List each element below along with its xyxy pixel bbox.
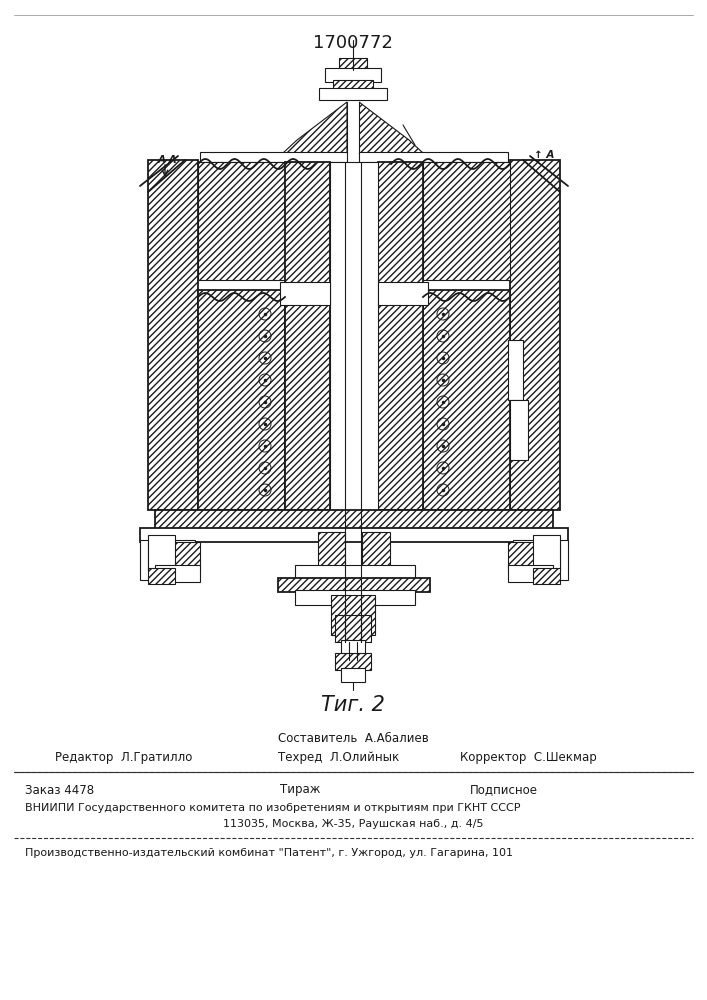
Bar bbox=[331, 595, 375, 635]
Bar bbox=[510, 160, 560, 510]
Text: Заказ 4478: Заказ 4478 bbox=[25, 784, 94, 796]
Bar bbox=[200, 152, 347, 162]
Text: Τиг. 2: Τиг. 2 bbox=[321, 695, 385, 715]
Bar bbox=[140, 528, 568, 542]
Bar bbox=[341, 668, 365, 682]
Text: Составитель  А.Абалиев: Составитель А.Абалиев bbox=[278, 732, 428, 744]
Polygon shape bbox=[283, 102, 347, 153]
Bar bbox=[148, 535, 175, 570]
Bar bbox=[339, 58, 367, 70]
Text: Корректор  С.Шекмар: Корректор С.Шекмар bbox=[460, 750, 597, 764]
Bar bbox=[510, 400, 528, 460]
Text: Подписное: Подписное bbox=[470, 784, 538, 796]
Bar bbox=[148, 568, 175, 584]
Bar bbox=[508, 340, 523, 400]
Text: Техред  Л.Олийнык: Техред Л.Олийнык bbox=[278, 750, 399, 764]
Bar bbox=[155, 565, 200, 582]
Polygon shape bbox=[359, 102, 423, 153]
Bar bbox=[513, 540, 568, 580]
Bar bbox=[378, 282, 428, 305]
Bar bbox=[508, 542, 560, 570]
Text: 113035, Москва, Ж-35, Раушская наб., д. 4/5: 113035, Москва, Ж-35, Раушская наб., д. … bbox=[223, 819, 484, 829]
Bar bbox=[325, 68, 381, 82]
Bar bbox=[335, 653, 371, 670]
Bar bbox=[533, 568, 560, 584]
Bar bbox=[341, 640, 365, 655]
Text: 1700772: 1700772 bbox=[313, 34, 393, 52]
Text: Тираж: Тираж bbox=[280, 784, 320, 796]
Bar bbox=[335, 615, 371, 642]
Bar bbox=[319, 88, 387, 100]
Bar bbox=[280, 282, 330, 305]
Bar bbox=[155, 510, 553, 532]
Bar bbox=[330, 162, 378, 570]
Bar bbox=[140, 540, 195, 580]
Bar bbox=[285, 162, 330, 510]
Bar bbox=[148, 160, 198, 510]
Bar bbox=[533, 535, 560, 570]
Bar bbox=[423, 162, 510, 280]
Bar bbox=[318, 532, 345, 568]
Text: А А: А А bbox=[158, 155, 177, 165]
Text: ↑ А: ↑ А bbox=[534, 150, 554, 160]
Bar bbox=[278, 578, 430, 592]
Bar bbox=[295, 565, 415, 580]
Bar bbox=[198, 290, 285, 510]
Bar bbox=[295, 590, 415, 605]
Bar bbox=[333, 80, 373, 92]
Text: Производственно-издательский комбинат "Патент", г. Ужгород, ул. Гагарина, 101: Производственно-издательский комбинат "П… bbox=[25, 848, 513, 858]
Bar bbox=[423, 290, 510, 510]
Bar bbox=[347, 102, 359, 153]
Bar bbox=[148, 542, 200, 570]
Bar bbox=[362, 532, 390, 568]
Bar bbox=[508, 565, 553, 582]
Text: Редактор  Л.Гратилло: Редактор Л.Гратилло bbox=[55, 750, 192, 764]
Bar bbox=[198, 162, 285, 280]
Text: ВНИИПИ Государственного комитета по изобретениям и открытиям при ГКНТ СССР: ВНИИПИ Государственного комитета по изоб… bbox=[25, 803, 520, 813]
Bar bbox=[378, 162, 423, 510]
Bar bbox=[359, 152, 508, 162]
